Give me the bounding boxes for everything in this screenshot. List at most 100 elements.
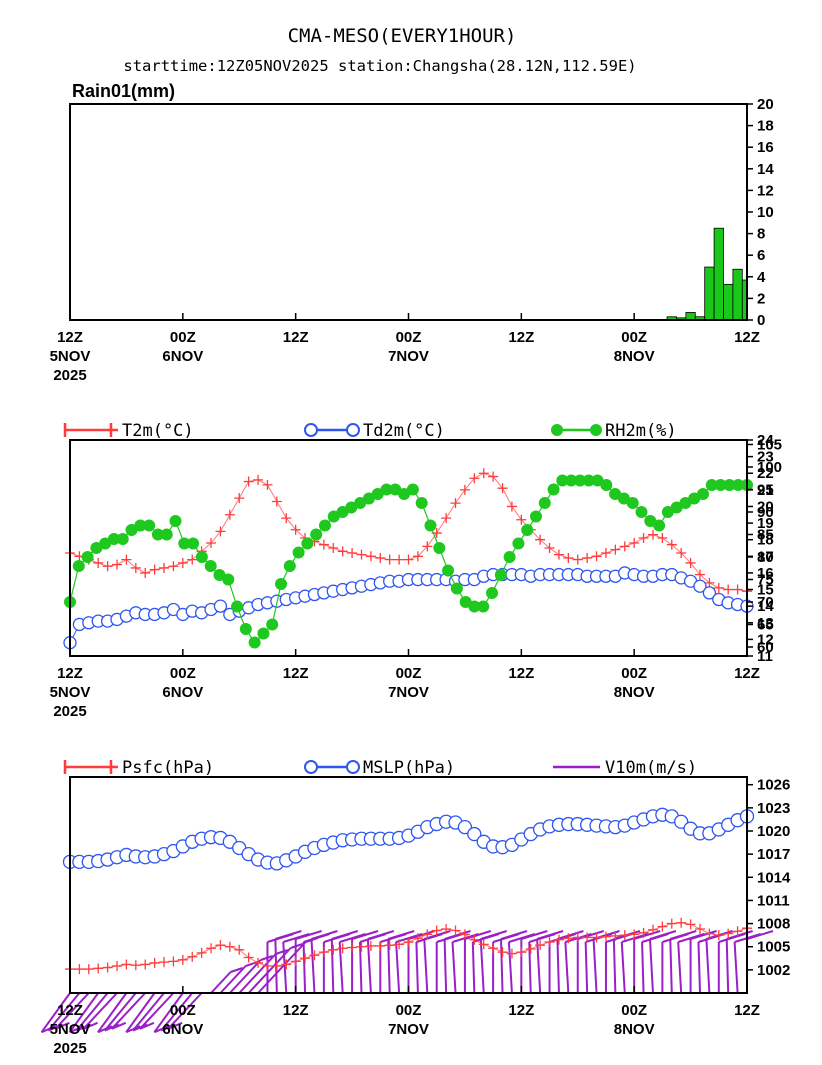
psfc-point <box>619 930 630 941</box>
y2-tick-label: 1005 <box>757 939 790 956</box>
rh2m-point <box>169 515 182 527</box>
y2-tick-label: 95 <box>757 482 774 499</box>
rh2m-point <box>565 474 578 487</box>
x-tick-label: 7NOV <box>388 1021 429 1038</box>
x-tick-label: 8NOV <box>614 684 655 701</box>
wind-barb <box>40 992 71 1033</box>
psfc-point <box>365 940 376 951</box>
t2m-point <box>328 543 339 553</box>
psfc-point <box>384 940 395 951</box>
t2m-point <box>535 534 546 545</box>
rh2m-point <box>486 587 499 599</box>
t2m-point <box>412 551 423 562</box>
mslp-legend-label: MSLP(hPa) <box>363 758 455 778</box>
t2m-point <box>723 584 734 595</box>
psfc-point <box>638 927 649 938</box>
psfc-point <box>666 918 677 929</box>
t2m-legend-marker <box>63 423 113 437</box>
rh2m-point <box>705 479 718 491</box>
rh2m-point <box>468 600 481 613</box>
x-tick-label: 12Z <box>57 665 83 682</box>
mslp-legend-marker-a <box>304 760 318 774</box>
t2m-point <box>140 567 151 578</box>
rh2m-legend-label: RH2m(%) <box>605 421 677 441</box>
x-tick-label: 7NOV <box>388 348 429 365</box>
t2m-point <box>553 549 564 560</box>
wind-barb-flag <box>111 1021 127 1030</box>
t2m-point <box>234 493 245 504</box>
wind-barb <box>229 959 262 994</box>
rh2m-point <box>301 537 314 550</box>
y2-tick-label: 12 <box>757 182 774 199</box>
rain-bar <box>713 227 724 321</box>
psfc-point <box>441 923 452 934</box>
y2-tick-label: 14 <box>757 161 774 178</box>
t2m-point <box>572 554 583 565</box>
wind-barb <box>733 941 739 994</box>
psfc-point <box>168 956 179 967</box>
wind-barb <box>310 938 316 994</box>
psfc-point <box>300 953 311 964</box>
wind-barb <box>479 938 485 994</box>
wind-barb <box>451 941 457 994</box>
x-tick-label: 00Z <box>621 665 647 682</box>
y2-tick-label: 13 <box>757 615 774 632</box>
y2-tick-label: 10 <box>757 204 774 221</box>
psfc-point <box>582 932 593 943</box>
pressure-wind-panel: Psfc(hPa) MSLP(hPa) V10m(m/s) 1002100510… <box>40 758 791 1057</box>
rh2m-point <box>178 537 191 550</box>
rh2m-point <box>521 524 534 536</box>
x-tick-label: 6NOV <box>162 348 203 365</box>
psfc-point <box>422 929 433 940</box>
rh2m-point <box>151 528 164 541</box>
x-tick-label: 12Z <box>734 329 760 346</box>
x-tick-label: 8NOV <box>614 1021 655 1038</box>
x-tick-label: 12Z <box>508 1002 534 1019</box>
rh2m-point <box>512 537 525 550</box>
rh2m-point <box>433 542 446 554</box>
t2m-legend-label: T2m(°C) <box>122 421 194 441</box>
td2m-legend: Td2m(°C) <box>304 421 445 441</box>
x-tick-label: 12Z <box>283 1002 309 1019</box>
rh2m-point <box>239 623 252 635</box>
t2m-point <box>168 561 179 572</box>
psfc-point <box>572 932 583 943</box>
y2-tick-label: 4 <box>757 269 766 286</box>
td2m-legend-marker-b <box>346 423 360 437</box>
rh2m-point <box>653 519 666 532</box>
wind-barb <box>330 938 335 994</box>
rh2m-point <box>143 519 156 532</box>
psfc-point <box>215 940 226 951</box>
wind-barb-flag <box>331 930 359 940</box>
temperature-humidity-panel: T2m(°C) Td2m(°C) RH2m(%) 111213141516171… <box>50 421 782 720</box>
rh2m-point <box>160 528 173 541</box>
td2m-legend-marker-a <box>304 423 318 437</box>
wind-barbs <box>40 930 774 1034</box>
t2m-point <box>262 479 273 490</box>
t2m-point <box>657 533 668 544</box>
t2m-point <box>516 514 527 525</box>
wind-barb <box>705 938 711 994</box>
pressure-series <box>62 807 755 975</box>
wind-barb <box>139 992 175 1030</box>
rh2m-point <box>529 510 542 523</box>
t2m-point <box>177 557 188 568</box>
rain-plot-frame <box>69 103 748 321</box>
t2m-point <box>647 529 658 540</box>
y2-tick-label: 24 <box>757 432 774 449</box>
rh2m-point <box>81 551 94 563</box>
x-tick-label: 00Z <box>170 1002 196 1019</box>
wind-barb <box>443 938 448 994</box>
rh2m-point <box>107 533 120 545</box>
rh2m-point <box>538 497 551 509</box>
y2-tick-label: 1020 <box>757 823 790 840</box>
psfc-point <box>375 940 386 951</box>
rh2m-legend-marker-b <box>590 424 602 436</box>
t2m-point <box>582 552 593 563</box>
t2m-point <box>488 471 499 482</box>
wind-barb <box>153 992 184 1033</box>
wind-barb-flag <box>167 1021 183 1030</box>
psfc-legend-marker <box>63 760 113 774</box>
psfc-point <box>347 942 358 953</box>
psfc-point <box>544 937 555 948</box>
